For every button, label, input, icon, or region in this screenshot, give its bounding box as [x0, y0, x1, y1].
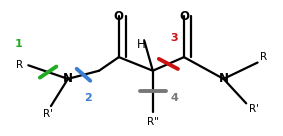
Text: O: O	[114, 10, 124, 23]
Text: R': R'	[43, 109, 53, 119]
Text: 3: 3	[170, 33, 178, 43]
Text: 2: 2	[84, 93, 92, 103]
Text: H: H	[137, 38, 146, 51]
Text: O: O	[179, 10, 189, 23]
Text: N: N	[218, 72, 229, 85]
Text: 4: 4	[170, 93, 178, 103]
Text: R': R'	[249, 104, 259, 114]
Text: R": R"	[147, 117, 159, 127]
Text: R: R	[260, 52, 267, 62]
Text: 1: 1	[14, 38, 22, 49]
Text: R: R	[16, 60, 23, 70]
Text: N: N	[63, 72, 73, 85]
